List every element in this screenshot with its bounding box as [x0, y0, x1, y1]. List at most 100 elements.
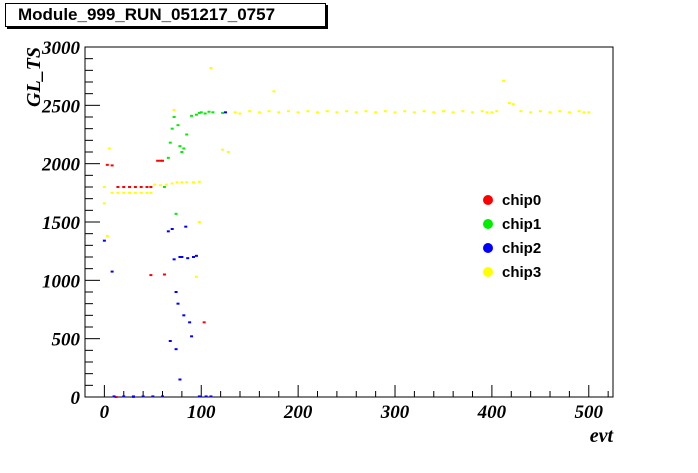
data-point — [172, 258, 176, 261]
data-point — [223, 111, 227, 114]
data-point — [209, 395, 213, 398]
data-point — [383, 110, 387, 113]
data-point — [587, 111, 591, 114]
data-point — [199, 111, 203, 114]
data-point — [116, 191, 120, 194]
data-point — [102, 186, 106, 188]
data-point — [221, 111, 225, 114]
data-point — [507, 102, 511, 104]
data-point — [178, 256, 182, 258]
data-point — [149, 191, 153, 194]
data-point — [197, 111, 201, 114]
data-point — [114, 396, 118, 398]
data-point — [172, 116, 176, 118]
data-point — [168, 340, 172, 342]
y-tick-label: 2000 — [41, 155, 81, 176]
data-point — [128, 186, 132, 188]
y-tick-label: 500 — [52, 330, 81, 351]
data-point — [194, 275, 198, 278]
data-point — [139, 186, 143, 188]
data-point — [529, 111, 533, 114]
x-axis-label: evt — [590, 425, 615, 447]
data-point — [335, 111, 339, 114]
data-point — [107, 147, 111, 150]
data-point — [577, 110, 581, 113]
data-point — [272, 90, 276, 93]
data-point — [441, 110, 445, 113]
data-point — [153, 183, 157, 186]
data-points — [102, 67, 591, 398]
data-point — [226, 151, 230, 153]
x-tick-label: 0 — [100, 402, 110, 423]
data-point — [184, 225, 188, 228]
data-point — [180, 256, 184, 258]
data-point — [175, 181, 179, 184]
data-point — [192, 181, 196, 184]
data-point — [174, 212, 178, 215]
data-point — [190, 114, 194, 117]
legend-marker — [483, 267, 493, 277]
x-tick-label: 500 — [575, 402, 604, 423]
data-point — [197, 395, 201, 398]
y-tick-label: 1500 — [42, 213, 81, 234]
data-point — [128, 191, 132, 194]
data-point — [185, 133, 189, 136]
data-point — [257, 111, 261, 114]
data-point — [248, 110, 252, 113]
y-tick-label: 3000 — [41, 38, 81, 59]
data-point — [471, 111, 475, 114]
data-point — [403, 110, 407, 113]
data-point — [102, 239, 106, 242]
data-point — [221, 148, 225, 151]
y-tick-label: 0 — [71, 388, 81, 409]
data-point — [122, 191, 126, 194]
data-point — [495, 110, 499, 113]
legend: chip0 chip1 chip2 chip3 — [483, 192, 541, 281]
data-point — [345, 110, 349, 113]
legend-marker — [483, 195, 493, 205]
data-point — [102, 202, 106, 205]
data-point — [151, 395, 155, 398]
data-point — [145, 191, 149, 194]
x-tick-label: 300 — [380, 402, 410, 423]
data-point — [233, 111, 237, 114]
data-point — [174, 291, 178, 293]
data-point — [122, 186, 126, 188]
data-point — [412, 111, 416, 114]
data-point — [112, 395, 116, 398]
data-point — [159, 159, 163, 162]
x-tick-label: 200 — [283, 402, 313, 423]
data-point — [105, 163, 109, 166]
legend-label: chip0 — [502, 192, 541, 209]
data-point — [133, 186, 137, 188]
data-point — [582, 111, 586, 114]
data-point — [182, 314, 186, 317]
data-point — [393, 111, 397, 114]
data-point — [202, 321, 206, 324]
data-point — [170, 182, 174, 185]
legend-label: chip1 — [502, 216, 541, 233]
data-point — [166, 230, 170, 233]
x-tick-label: 400 — [477, 402, 507, 423]
data-point — [197, 180, 201, 183]
data-point — [110, 164, 114, 167]
data-point — [548, 111, 552, 114]
data-point — [325, 110, 329, 113]
data-point — [178, 145, 182, 148]
data-point — [204, 395, 208, 398]
data-point — [286, 110, 290, 113]
legend-marker — [483, 219, 493, 229]
data-point — [480, 110, 484, 113]
data-point — [156, 159, 160, 162]
data-point — [122, 395, 126, 398]
data-point — [567, 111, 571, 114]
data-point — [145, 186, 149, 188]
data-point — [162, 186, 166, 188]
data-point — [485, 111, 489, 114]
data-point — [374, 111, 378, 114]
data-point — [490, 111, 494, 114]
data-point — [139, 191, 143, 194]
data-point — [161, 395, 165, 398]
data-point — [538, 110, 542, 113]
